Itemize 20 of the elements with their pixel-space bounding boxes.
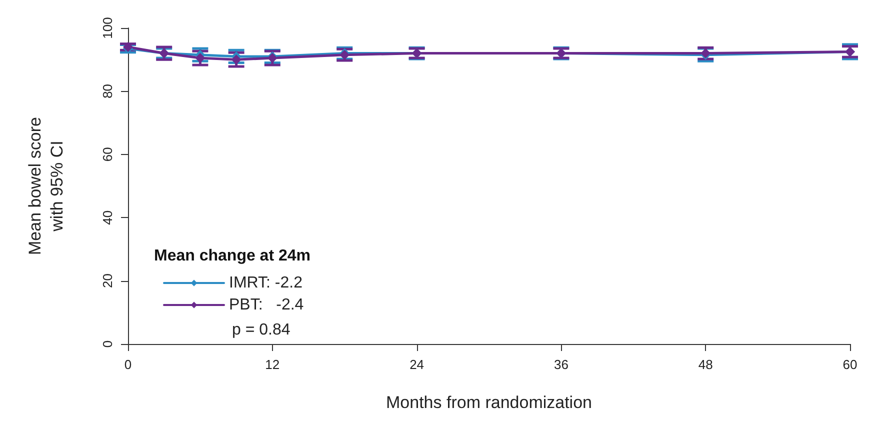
y-tick-label: 80 xyxy=(100,84,115,98)
annotation: p = 0.84 xyxy=(232,322,290,338)
y-tick-label: 0 xyxy=(100,340,115,348)
x-tick-label: 24 xyxy=(410,357,424,372)
y-tick-label: 20 xyxy=(100,274,115,288)
y-tick-label: 60 xyxy=(100,147,115,162)
y-tick-label: 100 xyxy=(100,17,115,39)
x-tick-label: 0 xyxy=(124,357,132,372)
x-tick-label: 48 xyxy=(698,357,713,372)
legend-label: IMRT: -2.2 xyxy=(229,274,303,292)
point xyxy=(195,53,206,64)
x-tick-label: 12 xyxy=(265,357,280,372)
legend-label: PBT: -2.4 xyxy=(229,296,304,314)
x-tick-label: 36 xyxy=(554,357,568,372)
x-axis-title: Months from randomization xyxy=(386,393,592,412)
y-tick-label: 40 xyxy=(100,210,115,225)
x-tick-label: 60 xyxy=(842,357,858,372)
legend-title: Mean change at 24m xyxy=(154,248,310,264)
point xyxy=(231,54,242,65)
y-axis-title: Mean bowel score with 95% CI xyxy=(26,117,66,255)
